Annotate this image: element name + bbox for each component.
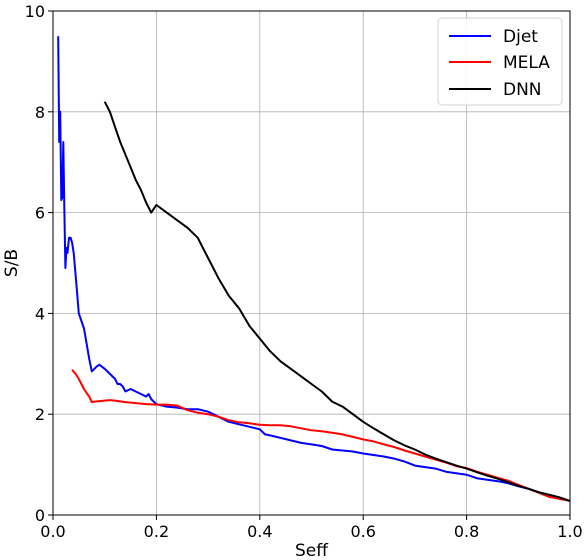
legend-label-djet: Djet	[503, 27, 538, 47]
x-tick-label: 0.0	[40, 522, 65, 541]
x-tick-label: 1.0	[557, 522, 582, 541]
y-axis-label: S/B	[2, 249, 22, 277]
series-lines	[57, 36, 571, 502]
x-tick-label: 0.8	[454, 522, 479, 541]
plot-frame	[52, 10, 571, 516]
legend-label-mela: MELA	[503, 53, 550, 73]
x-tick-label: 0.4	[247, 522, 272, 541]
x-axis-label: Seff	[295, 541, 329, 560]
y-tick-label: 8	[35, 103, 45, 122]
legend-label-dnn: DNN	[503, 80, 542, 100]
y-tick-label: 6	[35, 204, 45, 223]
y-tick-label: 10	[25, 2, 45, 21]
y-tick-label: 4	[35, 304, 45, 323]
series-line-dnn	[103, 101, 571, 502]
x-tick-label: 0.6	[350, 522, 375, 541]
y-tick-label: 2	[35, 405, 45, 424]
x-tick-label: 0.2	[144, 522, 169, 541]
axis-ticks: 0.0 0.2 0.4 0.6 0.8 1.0 0 2 4 6 8 10	[25, 2, 583, 541]
legend-box	[437, 17, 563, 106]
y-tick-label: 0	[35, 506, 45, 525]
legend: Djet MELA DNN	[437, 17, 563, 106]
